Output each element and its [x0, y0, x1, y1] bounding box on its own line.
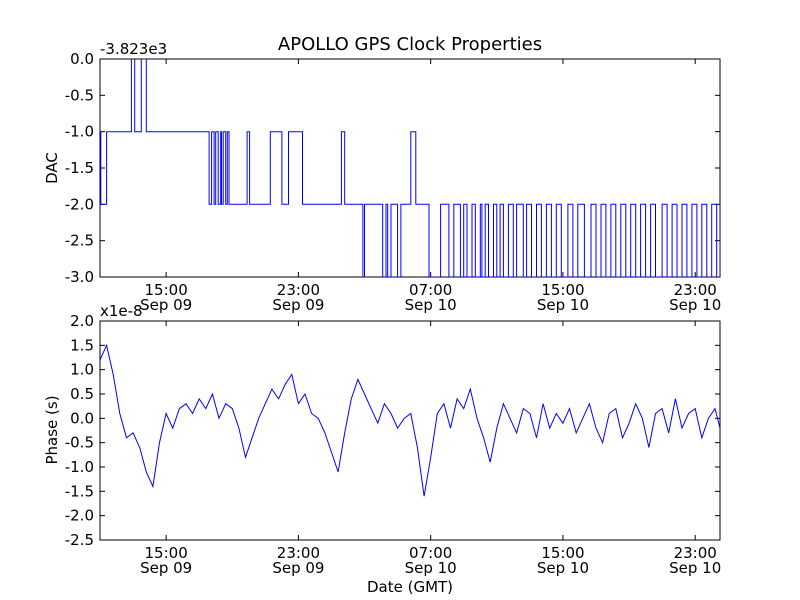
phase-y-tick-label: 0.0 [70, 409, 94, 427]
dac-x-tick-time: 23:00 [674, 281, 717, 299]
dac-y-tick-label: -1.0 [65, 123, 94, 141]
phase-x-tick-time: 23:00 [277, 544, 320, 562]
phase-x-tick-date: Sep 10 [537, 559, 589, 577]
dac-y-axis-label: DAC [43, 152, 61, 184]
phase-y-tick-label: 2.0 [70, 312, 94, 330]
phase-y-axis-label: Phase (s) [43, 395, 61, 464]
dac-x-tick-date: Sep 09 [140, 296, 192, 314]
phase-y-tick-label: -1.5 [65, 482, 94, 500]
phase-x-tick-date: Sep 09 [140, 559, 192, 577]
phase-x-tick-time: 23:00 [674, 544, 717, 562]
phase-offset-label: x1e-8 [100, 302, 143, 320]
phase-y-tick-label: -0.5 [65, 434, 94, 452]
dac-x-tick-time: 15:00 [145, 281, 188, 299]
phase-x-tick-time: 07:00 [409, 544, 452, 562]
dac-y-tick-label: 0.0 [70, 50, 94, 68]
dac-y-tick-label: -2.5 [65, 232, 94, 250]
dac-y-tick-label: -2.0 [65, 195, 94, 213]
dac-y-tick-label: -0.5 [65, 86, 94, 104]
phase-y-tick-label: -2.5 [65, 531, 94, 549]
dac-offset-label: -3.823e3 [100, 40, 167, 58]
phase-series-line [100, 343, 720, 497]
x-axis-label: Date (GMT) [367, 578, 453, 596]
dac-x-tick-date: Sep 10 [537, 296, 589, 314]
dac-x-tick-date: Sep 09 [272, 296, 324, 314]
phase-x-tick-time: 15:00 [541, 544, 584, 562]
phase-x-tick-date: Sep 10 [405, 559, 457, 577]
dac-y-tick-label: -1.5 [65, 159, 94, 177]
phase-x-tick-date: Sep 10 [669, 559, 721, 577]
phase-panel: x1e-8 Phase (s) 2.0 1.5 1.0 0.5 0.0 -0.5 -1.0 -… [43, 302, 721, 577]
dac-panel: -3.823e3 DAC 0.0 -0.5 -1.0 -1.5 -2.0 -2.5 -3.0… [43, 40, 721, 314]
phase-axes-frame [99, 320, 721, 541]
dac-x-tick-date: Sep 10 [669, 296, 721, 314]
phase-x-tick-date: Sep 09 [272, 559, 324, 577]
phase-y-tick-label: 1.0 [70, 361, 94, 379]
phase-y-tick-label: 1.5 [70, 336, 94, 354]
phase-y-tick-label: -2.0 [65, 507, 94, 525]
chart-title: APOLLO GPS Clock Properties [278, 34, 542, 55]
dac-x-tick-time: 15:00 [541, 281, 584, 299]
phase-x-tick-time: 15:00 [145, 544, 188, 562]
phase-y-tick-label: -1.0 [65, 458, 94, 476]
dac-x-tick-time: 07:00 [409, 281, 452, 299]
dac-x-tick-time: 23:00 [277, 281, 320, 299]
dac-series-line [100, 59, 720, 277]
phase-y-tick-label: 0.5 [70, 385, 94, 403]
dac-y-tick-label: -3.0 [65, 268, 94, 286]
dac-x-tick-date: Sep 10 [405, 296, 457, 314]
